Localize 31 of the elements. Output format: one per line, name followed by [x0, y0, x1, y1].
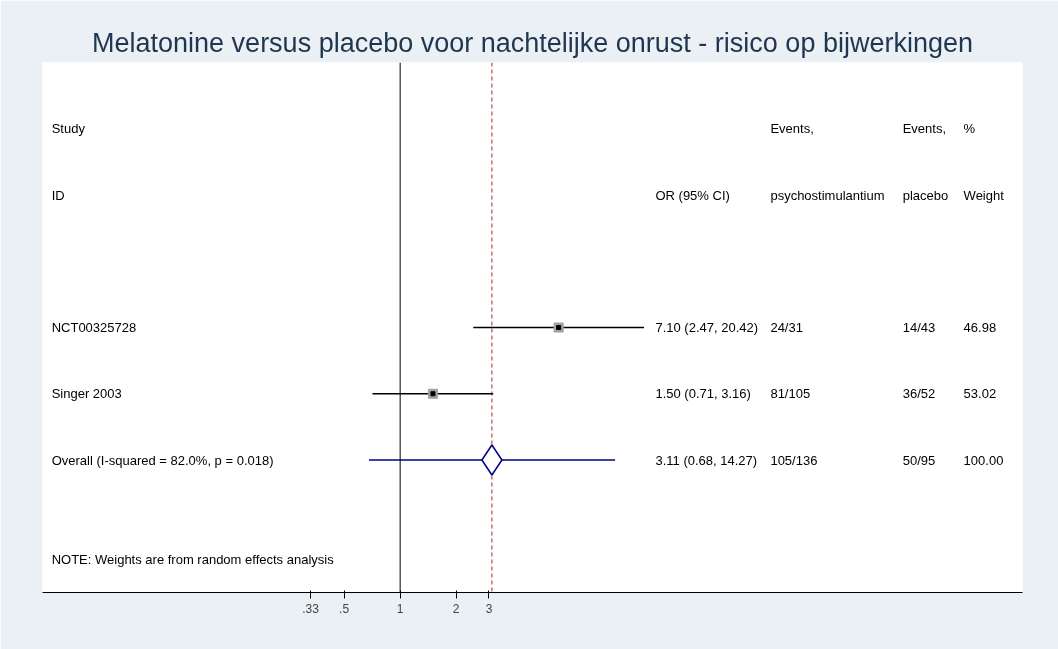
annotation: %: [963, 121, 976, 137]
annotation: 7.10 (2.47, 20.42): [655, 320, 759, 335]
y-tick-label: ID: [51, 187, 65, 203]
x-tick-label: 3: [485, 601, 493, 616]
annotation: Events,: [770, 121, 814, 137]
y-tick-label: Study: [51, 121, 86, 137]
annotation: 3.11 (0.68, 14.27): [655, 452, 758, 468]
text: NOTE: Weights are from random effects analysis: [51, 551, 335, 567]
annotation: 105/136: [770, 452, 818, 468]
x-tick-label: .33: [302, 601, 320, 616]
annotation: 81/105: [770, 386, 811, 402]
annotation: placebo: [902, 187, 949, 203]
annotation: 100.00: [963, 452, 1004, 468]
annotation: OR (95% CI): [655, 187, 730, 203]
x-tick-label: 1: [396, 601, 404, 616]
annotation: 53.02: [963, 386, 997, 402]
annotation: 1.50 (0.71, 3.16): [655, 386, 751, 402]
y-tick-label: Singer 2003: [51, 386, 122, 402]
chart-title: Melatonine versus placebo voor nachtelijke onrust - risico op bijwerkingen: [92, 27, 973, 58]
annotation: 50/95: [902, 452, 936, 468]
annotation: 36/52: [902, 386, 936, 402]
y-tick-label: Overall (I-squared = 82.0%, p = 0.018): [51, 452, 274, 468]
annotation: 46.98: [963, 320, 997, 335]
x-tick-label: 2: [452, 601, 460, 616]
annotation: 24/31: [770, 320, 803, 335]
annotation: Events,: [902, 121, 947, 137]
x-tick-label: .5: [339, 601, 350, 616]
y-tick-label: NCT00325728: [51, 320, 137, 335]
annotation: Weight: [963, 187, 1005, 203]
annotation: 14/43: [902, 320, 936, 335]
annotation: psychostimulantium: [770, 187, 885, 203]
